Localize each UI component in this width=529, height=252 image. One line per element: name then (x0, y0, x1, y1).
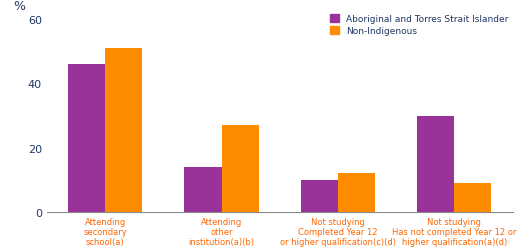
Bar (417, 116, 454, 212)
Legend: Aboriginal and Torres Strait Islander, Non-Indigenous: Aboriginal and Torres Strait Islander, N… (330, 15, 508, 36)
Bar (300, 180, 338, 212)
Bar (68, 65, 105, 212)
Y-axis label: %: % (13, 0, 25, 13)
Bar (222, 126, 259, 212)
Bar (454, 183, 491, 212)
Bar (105, 49, 142, 212)
Bar (338, 174, 375, 212)
Bar (184, 167, 222, 212)
